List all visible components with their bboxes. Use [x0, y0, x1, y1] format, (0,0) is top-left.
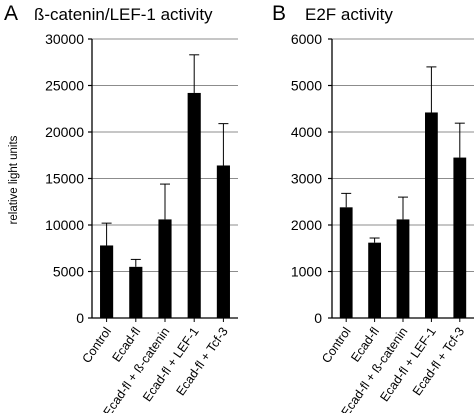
panel-a-bar	[100, 245, 114, 318]
panel-a-bar	[187, 92, 201, 318]
panel-a-category-label: Control	[79, 325, 114, 366]
panel-b-y-tick-label: 2000	[291, 217, 322, 233]
panel-b-plot: 0100020003000400050006000ControlEcad-flE…	[291, 31, 474, 413]
panel-a-y-tick-label: 10000	[45, 217, 84, 233]
panel-b-bar	[453, 157, 467, 318]
panel-b-title: E2F activity	[305, 5, 393, 24]
panel-a-y-tick-label: 20000	[45, 124, 84, 140]
panel-letter-b: B	[272, 2, 286, 25]
panel-b-y-tick-label: 6000	[291, 31, 322, 47]
panel-a-y-tick-label: 15000	[45, 171, 84, 187]
panel-a-y-tick-label: 30000	[45, 31, 84, 47]
panel-a-title: ß-catenin/LEF-1 activity	[34, 5, 213, 24]
panel-a-y-axis-label: relative light units	[8, 135, 20, 224]
panel-a-bar	[129, 266, 143, 318]
panel-b-category-label: Control	[319, 325, 354, 366]
panel-a-bar	[158, 219, 172, 318]
panel-b-bar	[339, 207, 353, 318]
panel-a: A ß-catenin/LEF-1 activity relative ligh…	[4, 2, 238, 413]
panel-b-bar	[368, 242, 381, 318]
panel-b-y-tick-label: 1000	[291, 264, 322, 280]
panel-b: B E2F activity 0 1000 2000 3000 4000 5000 6000…	[272, 2, 474, 413]
panel-a-y-tick-label: 0	[76, 310, 84, 326]
panel-a-y-tick-label: 25000	[45, 78, 84, 94]
panel-b-y-tick-label: 5000	[291, 78, 322, 94]
panel-a-bar	[216, 165, 230, 318]
panel-b-bar	[396, 219, 410, 318]
panel-a-y-tick-label: 5000	[53, 264, 84, 280]
panel-letter-a: A	[4, 2, 18, 25]
panel-b-bar	[425, 112, 438, 318]
panel-b-y-tick-label: 0	[314, 310, 322, 326]
panel-b-y-tick-label: 3000	[291, 171, 322, 187]
panel-a-plot: 050001000015000200002500030000ControlEca…	[45, 31, 238, 413]
panel-b-y-tick-label: 4000	[291, 124, 322, 140]
